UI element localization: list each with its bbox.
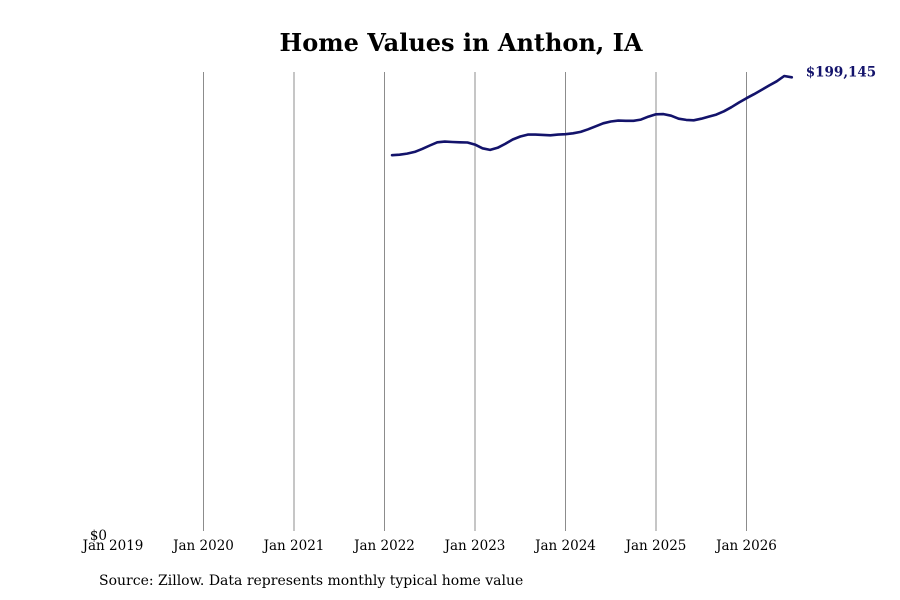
x-tick-label: Jan 2020 [171,538,234,554]
x-tick-label: Jan 2021 [262,538,325,554]
end-value-label: $199,145 [806,64,876,80]
x-tick-label: Jan 2022 [352,538,415,554]
axis-ticks: Jan 2019 Jan 2020 Jan 2021 Jan 2022 Jan 2023… [81,528,777,554]
x-tick-label: Jan 2025 [624,538,687,554]
y-tick-label: $0 [90,528,107,544]
x-tick-label: Jan 2024 [533,538,596,554]
home-value-line [390,74,794,157]
x-tick-label: Jan 2023 [443,538,506,554]
source-note: Source: Zillow. Data represents monthly … [99,573,524,589]
x-tick-label: Jan 2019 [81,538,144,554]
x-tick-label: Jan 2026 [714,538,777,554]
chart-title: Home Values in Anthon, IA [279,28,643,57]
gridlines [203,72,747,531]
